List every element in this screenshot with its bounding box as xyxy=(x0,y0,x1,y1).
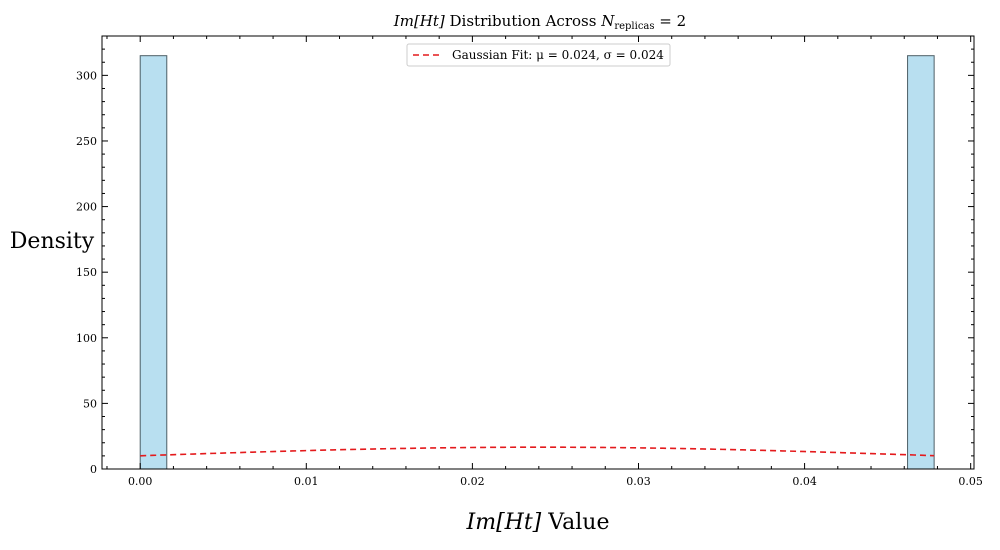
y-tick-label: 100 xyxy=(76,332,97,345)
x-tick-label: 0.03 xyxy=(626,475,651,488)
histogram-bar-2 xyxy=(907,55,935,470)
y-tick-label: 50 xyxy=(83,397,97,410)
plot-frame xyxy=(101,35,975,470)
x-tick-label: 0.02 xyxy=(460,475,485,488)
legend-fit-label: Gaussian Fit: μ = 0.024, σ = 0.024 xyxy=(452,48,664,62)
axis-ticks: 0.00 0.01 0.02 0.03 0.04 0.05 0 50 100 150 200 250 3… xyxy=(76,35,983,488)
title-n-symbol: N xyxy=(600,12,615,30)
histogram-bar-1 xyxy=(139,55,168,470)
x-tick-label: 0.00 xyxy=(128,475,153,488)
x-tick-label: 0.04 xyxy=(792,475,817,488)
y-axis-title: Density xyxy=(10,229,95,254)
x-tick-label: 0.01 xyxy=(294,475,319,488)
y-tick-label: 300 xyxy=(76,69,97,82)
gaussian-fit-line xyxy=(140,446,935,457)
x-axis-title-suffix: Value xyxy=(541,510,609,535)
chart-title: Im[Ht] Distribution Across Nreplicas = 2 xyxy=(393,12,686,32)
title-quantity: Im[Ht] xyxy=(393,12,445,30)
title-n-subscript: replicas xyxy=(614,21,654,32)
legend: Gaussian Fit: μ = 0.024, σ = 0.024 xyxy=(406,43,671,67)
y-tick-label: 250 xyxy=(76,135,97,148)
y-tick-label: 0 xyxy=(90,463,97,476)
y-tick-label: 200 xyxy=(76,201,97,214)
legend-box xyxy=(406,43,671,67)
x-axis-title-quantity: Im[Ht] xyxy=(466,510,542,535)
x-tick-label: 0.05 xyxy=(958,475,983,488)
x-axis-title: Im[Ht] Value xyxy=(466,510,610,535)
title-n-equals: = 2 xyxy=(655,12,687,30)
y-tick-label: 150 xyxy=(76,266,97,279)
histogram-bars xyxy=(139,55,935,470)
title-middle: Distribution Across xyxy=(445,12,601,30)
